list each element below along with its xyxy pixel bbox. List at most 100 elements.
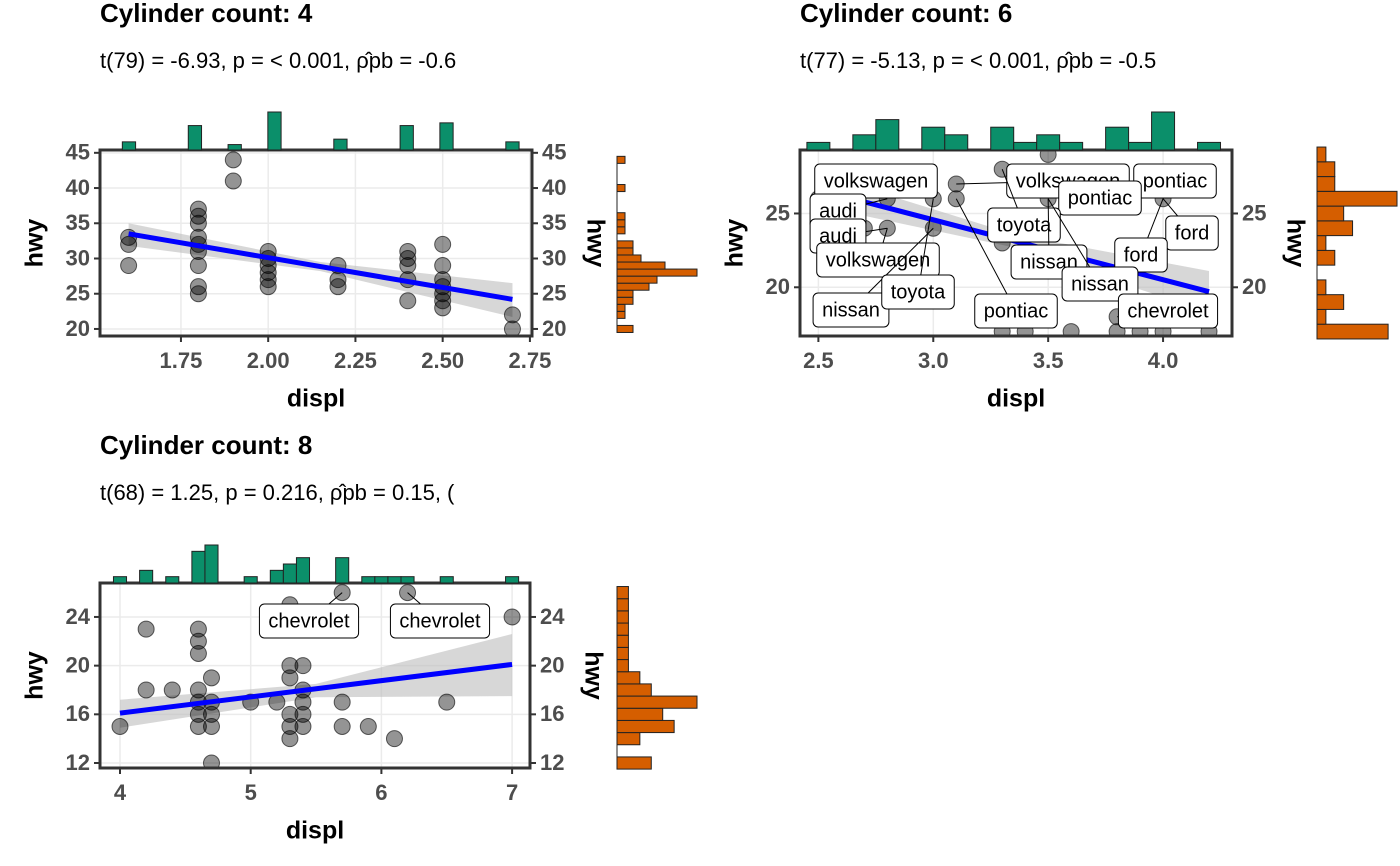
x-hist-bar <box>165 576 180 584</box>
label-box <box>389 603 491 639</box>
y2-tick-label: 12 <box>540 750 564 775</box>
plot-area: chevrolet chevrolet <box>111 584 521 768</box>
point <box>163 681 181 699</box>
label-box <box>974 293 1058 329</box>
point <box>224 172 242 190</box>
y-hist-bar <box>616 240 634 249</box>
point <box>137 681 155 699</box>
point-label: ford <box>1175 222 1209 244</box>
x-hist-bar <box>204 544 219 584</box>
y-hist-bar <box>616 695 698 709</box>
y-axis-title: hwy <box>21 219 49 268</box>
y2-tick-label: 20 <box>540 652 564 677</box>
x-tick-label: 4 <box>114 780 127 805</box>
point-label: nissan <box>822 299 880 321</box>
label-box <box>987 207 1061 243</box>
point <box>503 306 521 324</box>
point <box>399 242 417 260</box>
x-hist-bar <box>505 141 520 151</box>
x-hist-bar <box>267 111 282 151</box>
y-tick-label: 20 <box>66 652 90 677</box>
x-hist-bar <box>269 569 284 584</box>
subtitle: t(68) = 1.25, p = 0.216, ρ̂pb = 0.15, ( <box>100 480 455 505</box>
point <box>399 292 417 310</box>
x-hist-bar <box>944 134 969 151</box>
point <box>281 657 299 675</box>
point <box>434 299 452 317</box>
y-tick-label: 30 <box>66 245 90 270</box>
y-hist-bar <box>616 634 629 648</box>
y2-tick-label: 25 <box>1242 200 1266 225</box>
y-hist-bar <box>616 254 642 263</box>
point <box>503 608 521 626</box>
point <box>1062 323 1080 336</box>
x-hist-bar <box>335 557 350 584</box>
plot-border <box>98 581 532 770</box>
x-hist-bar <box>439 122 454 151</box>
point <box>189 214 207 232</box>
point <box>189 200 207 218</box>
y-hist-bar <box>616 261 666 270</box>
x-hist-bar <box>921 126 946 151</box>
y-tick-label: 40 <box>66 175 90 200</box>
point <box>137 620 155 638</box>
y-hist-bar <box>616 719 675 734</box>
y-tick-label: 25 <box>66 281 90 306</box>
y-hist-bar <box>1316 308 1327 325</box>
point <box>333 717 351 735</box>
point <box>434 292 452 310</box>
y-hist-bar <box>1316 279 1327 296</box>
label-box <box>1114 237 1168 273</box>
point-label: chevrolet <box>1127 300 1209 322</box>
point-label: nissan <box>1020 251 1078 273</box>
label-box <box>814 163 938 199</box>
y-hist-bar <box>616 646 629 661</box>
x-hist-bar <box>806 141 831 151</box>
point <box>120 257 138 275</box>
x-tick-label: 7 <box>506 780 518 805</box>
x-hist-bar <box>1151 111 1176 151</box>
point <box>189 644 207 662</box>
point <box>399 257 417 275</box>
y-hist-bar <box>616 671 641 685</box>
y-hist-bar <box>1316 146 1327 163</box>
y-hist-bar <box>616 289 634 298</box>
y-hist-bar <box>616 756 652 770</box>
y-hist-bar <box>616 659 629 673</box>
x-hist-bar <box>387 576 402 584</box>
y-hist-bar <box>616 622 629 636</box>
x-hist-bar <box>227 144 242 151</box>
point <box>259 278 277 296</box>
y-hist-bar <box>616 275 658 284</box>
x-hist-bar <box>990 126 1015 151</box>
point-label: toyota <box>997 214 1052 236</box>
point <box>189 632 207 650</box>
y2-tick-label: 25 <box>542 281 566 306</box>
y2-axis-title: hwy <box>581 219 609 268</box>
y-hist-bar <box>616 219 626 228</box>
x-tick-label: 3.5 <box>1033 348 1064 373</box>
x-hist-bar <box>121 141 137 151</box>
point <box>189 681 207 699</box>
y-hist-bar <box>616 732 641 746</box>
y-hist-bar <box>616 296 634 305</box>
y-hist-bar <box>616 707 664 721</box>
point <box>189 278 207 296</box>
panel-title: Cylinder count: 6 <box>800 0 1012 28</box>
y-tick-label: 35 <box>66 210 90 235</box>
x-hist-bar <box>1036 134 1061 151</box>
point <box>294 717 312 735</box>
label-box <box>258 603 360 639</box>
y-tick-label: 12 <box>66 750 90 775</box>
point <box>259 264 277 282</box>
point <box>281 669 299 687</box>
y-hist-bar <box>616 268 698 277</box>
y-hist-bar <box>1316 294 1345 310</box>
y2-tick-label: 45 <box>542 140 566 165</box>
point-label: pontiac <box>1068 187 1133 209</box>
point <box>259 271 277 289</box>
y2-axis-title: hwy <box>1281 219 1309 268</box>
y-hist-bar <box>1316 161 1336 178</box>
point-label: audi <box>819 200 857 222</box>
panel-title: Cylinder count: 8 <box>100 430 312 460</box>
